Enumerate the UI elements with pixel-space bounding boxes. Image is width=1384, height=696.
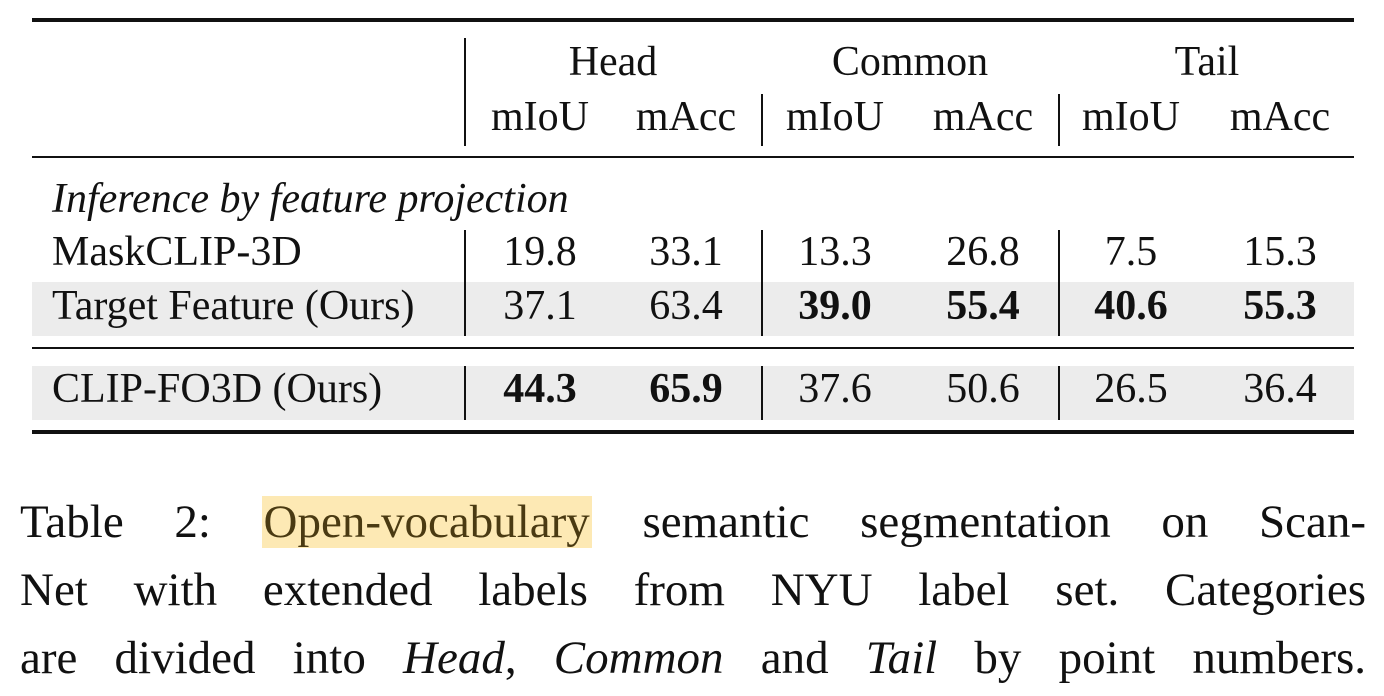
cell-target-common-miou: 39.0 (798, 283, 872, 329)
caption-line3-text-a: are divided into (20, 632, 366, 684)
cell-clipfo3d-common-miou: 37.6 (798, 366, 872, 412)
metric-header-head-macc: mAcc (635, 94, 737, 140)
cell-clipfo3d-common-macc: 50.6 (946, 366, 1020, 412)
group-header-head: Head (568, 39, 658, 85)
cell-clipfo3d-tail-miou: 26.5 (1094, 366, 1168, 412)
row-shade-clip-fo3d (32, 366, 1354, 420)
metric-header-common-macc: mAcc (932, 94, 1034, 140)
metric-header-common-miou: mIoU (786, 94, 884, 140)
vline-body1-left (464, 230, 466, 336)
vline-body1-common (761, 230, 763, 336)
cell-maskclip-tail-miou: 7.5 (1104, 229, 1158, 275)
caption-label: Table 2: (20, 496, 211, 548)
vline-body1-tail (1058, 230, 1060, 336)
vline-body2-tail (1058, 366, 1060, 420)
cell-maskclip-common-macc: 26.8 (946, 229, 1020, 275)
cell-clipfo3d-head-macc: 65.9 (649, 366, 723, 412)
cell-target-head-miou: 37.1 (503, 283, 577, 329)
table-top-rule (32, 18, 1354, 22)
caption-comma: , (504, 632, 517, 684)
caption-and: and (760, 632, 829, 684)
table-mid-rule (32, 347, 1354, 349)
cell-target-tail-macc: 55.3 (1243, 283, 1317, 329)
group-header-common: Common (831, 39, 989, 85)
vline-header-tail (1058, 94, 1060, 146)
vline-body2-common (761, 366, 763, 420)
group-header-tail: Tail (1174, 39, 1240, 85)
vline-header-left (464, 38, 466, 146)
caption-line1-rest: semantic segmentation on Scan- (642, 496, 1367, 548)
cell-maskclip-tail-macc: 15.3 (1243, 229, 1317, 275)
row-name-clip-fo3d: CLIP-FO3D (Ours) (52, 366, 383, 412)
caption-highlight: Open-vocabulary (261, 496, 592, 548)
caption-line-3: are divided into Head, Common and Tail b… (20, 624, 1366, 692)
metric-header-head-miou: mIoU (491, 94, 589, 140)
cell-clipfo3d-tail-macc: 36.4 (1243, 366, 1317, 412)
caption-common-term: Common (553, 632, 724, 684)
cell-target-head-macc: 63.4 (649, 283, 723, 329)
cell-maskclip-head-miou: 19.8 (503, 229, 577, 275)
row-name-maskclip-3d: MaskCLIP-3D (52, 229, 302, 275)
cell-maskclip-common-miou: 13.3 (798, 229, 872, 275)
metric-header-tail-miou: mIoU (1082, 94, 1180, 140)
cell-target-common-macc: 55.4 (946, 283, 1020, 329)
table-bottom-rule (32, 430, 1354, 434)
cell-target-tail-miou: 40.6 (1094, 283, 1168, 329)
vline-body2-left (464, 366, 466, 420)
vline-header-common (761, 94, 763, 146)
caption-line-2: Net with extended labels from NYU label … (20, 564, 1366, 616)
row-name-target-feature: Target Feature (Ours) (52, 283, 415, 329)
cell-maskclip-head-macc: 33.1 (649, 229, 723, 275)
table-caption: Table 2: Open-vocabulary semantic segmen… (20, 488, 1366, 692)
caption-line-1: Table 2: Open-vocabulary semantic segmen… (20, 488, 1366, 556)
caption-tail-term: Tail (865, 632, 938, 684)
metric-header-tail-macc: mAcc (1229, 94, 1331, 140)
caption-head-term: Head (403, 632, 505, 684)
row-shade-target-feature (32, 282, 1354, 336)
cell-clipfo3d-head-miou: 44.3 (503, 366, 577, 412)
table-header-rule (32, 156, 1354, 158)
section-label: Inference by feature projection (52, 176, 569, 222)
caption-line3-end: by point numbers. (974, 632, 1367, 684)
